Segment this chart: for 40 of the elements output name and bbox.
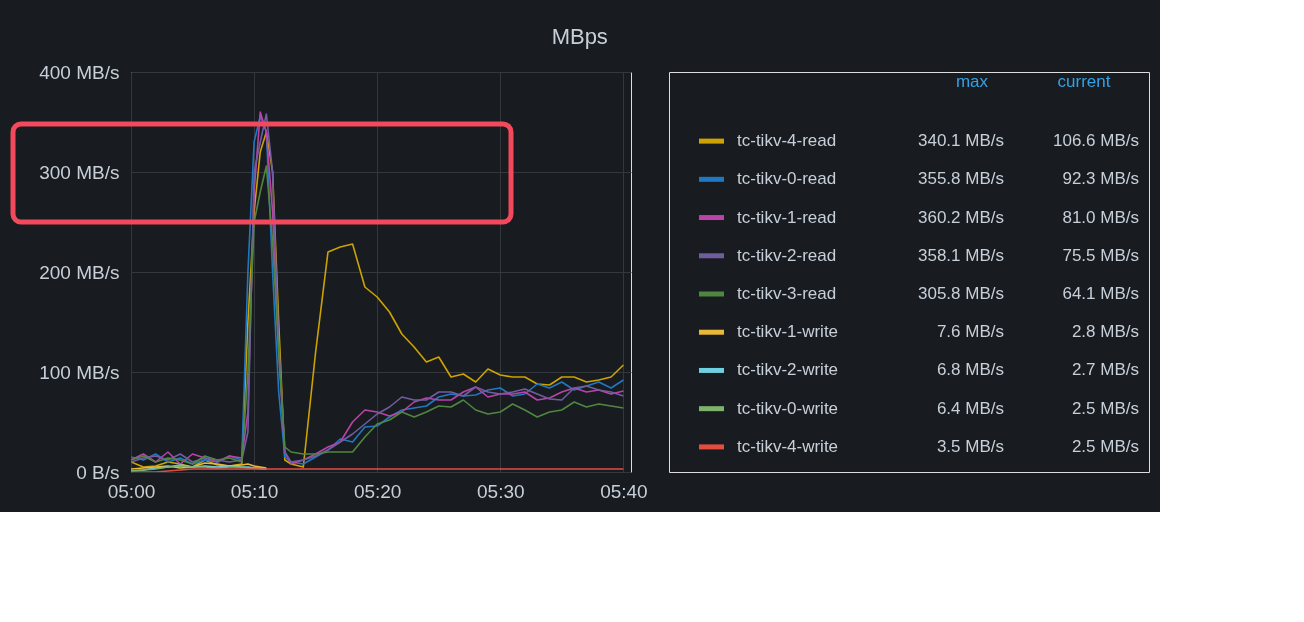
text: 7.6 MB/s [936, 322, 1004, 342]
y-tick-label: 400 MB/s [39, 61, 120, 83]
text: 81.0 MB/s [1062, 207, 1139, 227]
text: 358.1 MB/s [918, 245, 1004, 265]
y-tick-label: 100 MB/s [39, 361, 120, 383]
legend-label: tc-tikv-4-write [737, 436, 839, 456]
text: 2.7 MB/s [1071, 360, 1139, 380]
text: 75.5 MB/s [1062, 245, 1139, 265]
text: 355.8 MB/s [918, 169, 1004, 189]
text: 340.1 MB/s [918, 131, 1004, 151]
text: 6.4 MB/s [936, 398, 1004, 418]
legend-label: tc-tikv-0-write [737, 398, 839, 418]
text: 64.1 MB/s [1062, 284, 1139, 303]
x-tick-label: 05:20 [353, 480, 402, 502]
text: current [1057, 72, 1111, 91]
text: 2.5 MB/s [1071, 398, 1139, 418]
y-tick-label: 200 MB/s [39, 261, 120, 283]
x-tick-label: 05:10 [230, 480, 279, 502]
y-tick-label: 0 B/s [76, 461, 120, 483]
legend-label: tc-tikv-3-read [737, 284, 837, 303]
text: 2.5 MB/s [1071, 436, 1139, 456]
y-tick-label: 300 MB/s [39, 161, 120, 183]
x-tick-label: 05:30 [477, 480, 525, 502]
legend-label: tc-tikv-0-read [737, 169, 837, 189]
legend-label: tc-tikv-2-read [737, 245, 837, 265]
x-tick-label: 05:40 [600, 480, 648, 502]
text: 305.8 MB/s [918, 284, 1004, 303]
chart-title: MBps [551, 23, 608, 49]
x-tick-label: 05:00 [107, 480, 156, 502]
text: 3.5 MB/s [936, 436, 1004, 456]
text: 360.2 MB/s [918, 207, 1004, 227]
legend-label: tc-tikv-1-read [737, 207, 837, 227]
text: 6.8 MB/s [936, 360, 1004, 380]
legend-label: tc-tikv-2-write [737, 360, 839, 380]
legend-label: tc-tikv-1-write [737, 322, 839, 342]
text: max [955, 72, 989, 91]
text: 2.8 MB/s [1071, 322, 1139, 342]
legend-label: tc-tikv-4-read [737, 131, 837, 151]
text: 92.3 MB/s [1062, 169, 1139, 189]
text: 106.6 MB/s [1053, 131, 1139, 151]
